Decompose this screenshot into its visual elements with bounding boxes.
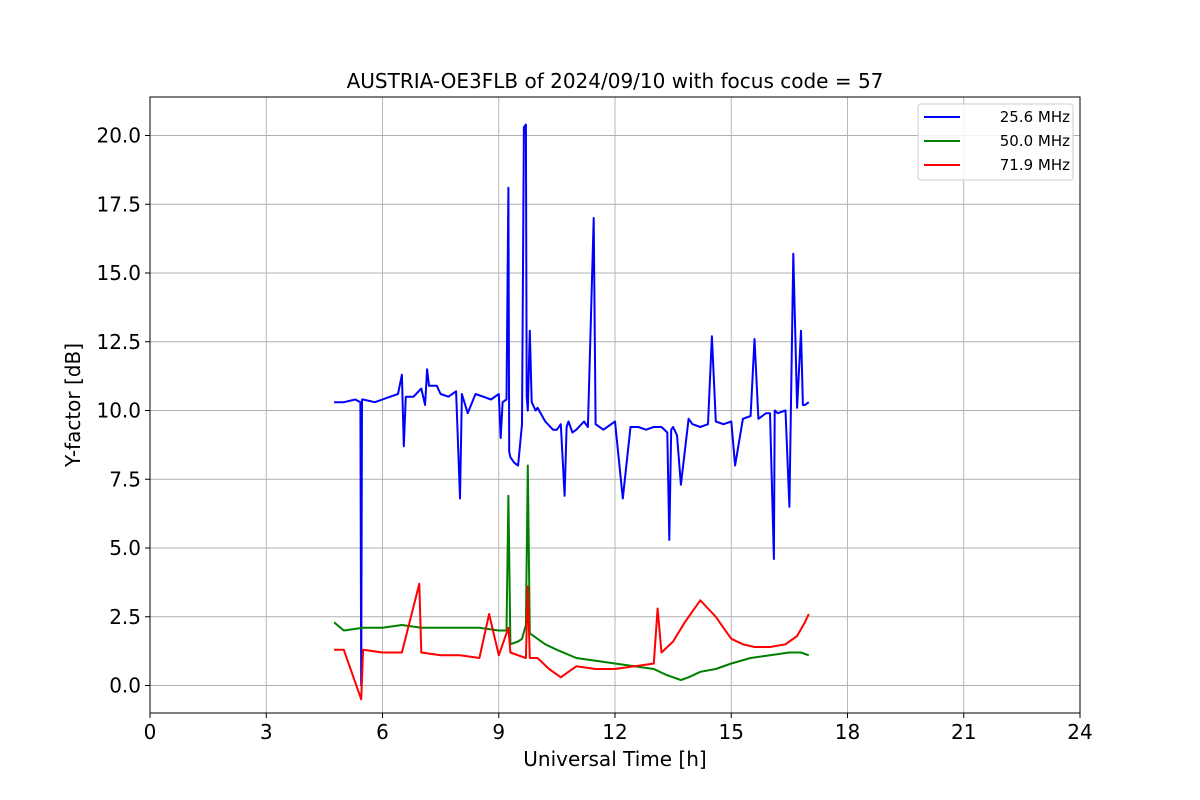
legend-label-1: 50.0 MHz [1000, 132, 1070, 150]
series-layer [333, 123, 810, 701]
legend: 25.6 MHz 50.0 MHz 71.9 MHz [917, 103, 1074, 181]
x-tick-label: 3 [260, 720, 273, 744]
series-line-1 [333, 464, 810, 681]
x-tick-label: 6 [376, 720, 389, 744]
y-tick-label: 0.0 [109, 674, 141, 698]
x-tick-label: 0 [144, 720, 157, 744]
y-tick-label: 20.0 [96, 124, 141, 148]
legend-label-0: 25.6 MHz [1000, 108, 1070, 126]
legend-label-2: 71.9 MHz [1000, 156, 1070, 174]
y-tick-label: 5.0 [109, 536, 141, 560]
x-tick-label: 18 [835, 720, 860, 744]
y-tick-label: 15.0 [96, 261, 141, 285]
y-tick-label: 10.0 [96, 399, 141, 423]
y-tick-label: 2.5 [109, 605, 141, 629]
chart-title: AUSTRIA-OE3FLB of 2024/09/10 with focus … [347, 69, 884, 93]
series-line-0 [334, 123, 810, 687]
x-tick-label: 9 [492, 720, 505, 744]
legend-box [917, 103, 1074, 181]
ticks: 0 3 6 9 12 15 18 21 24 0.0 2.5 5.0 7.5 10.0 12.5 15.0 17… [96, 124, 1092, 745]
y-tick-label: 17.5 [96, 192, 141, 216]
x-tick-label: 15 [719, 720, 744, 744]
y-tick-label: 7.5 [109, 467, 141, 491]
x-tick-label: 12 [602, 720, 627, 744]
x-tick-label: 24 [1067, 720, 1092, 744]
y-axis-label: Y-factor [dB] [61, 343, 85, 468]
series-line-2 [334, 582, 810, 701]
y-tick-label: 12.5 [96, 330, 141, 354]
x-tick-label: 21 [951, 720, 976, 744]
x-axis-label: Universal Time [h] [523, 747, 706, 771]
